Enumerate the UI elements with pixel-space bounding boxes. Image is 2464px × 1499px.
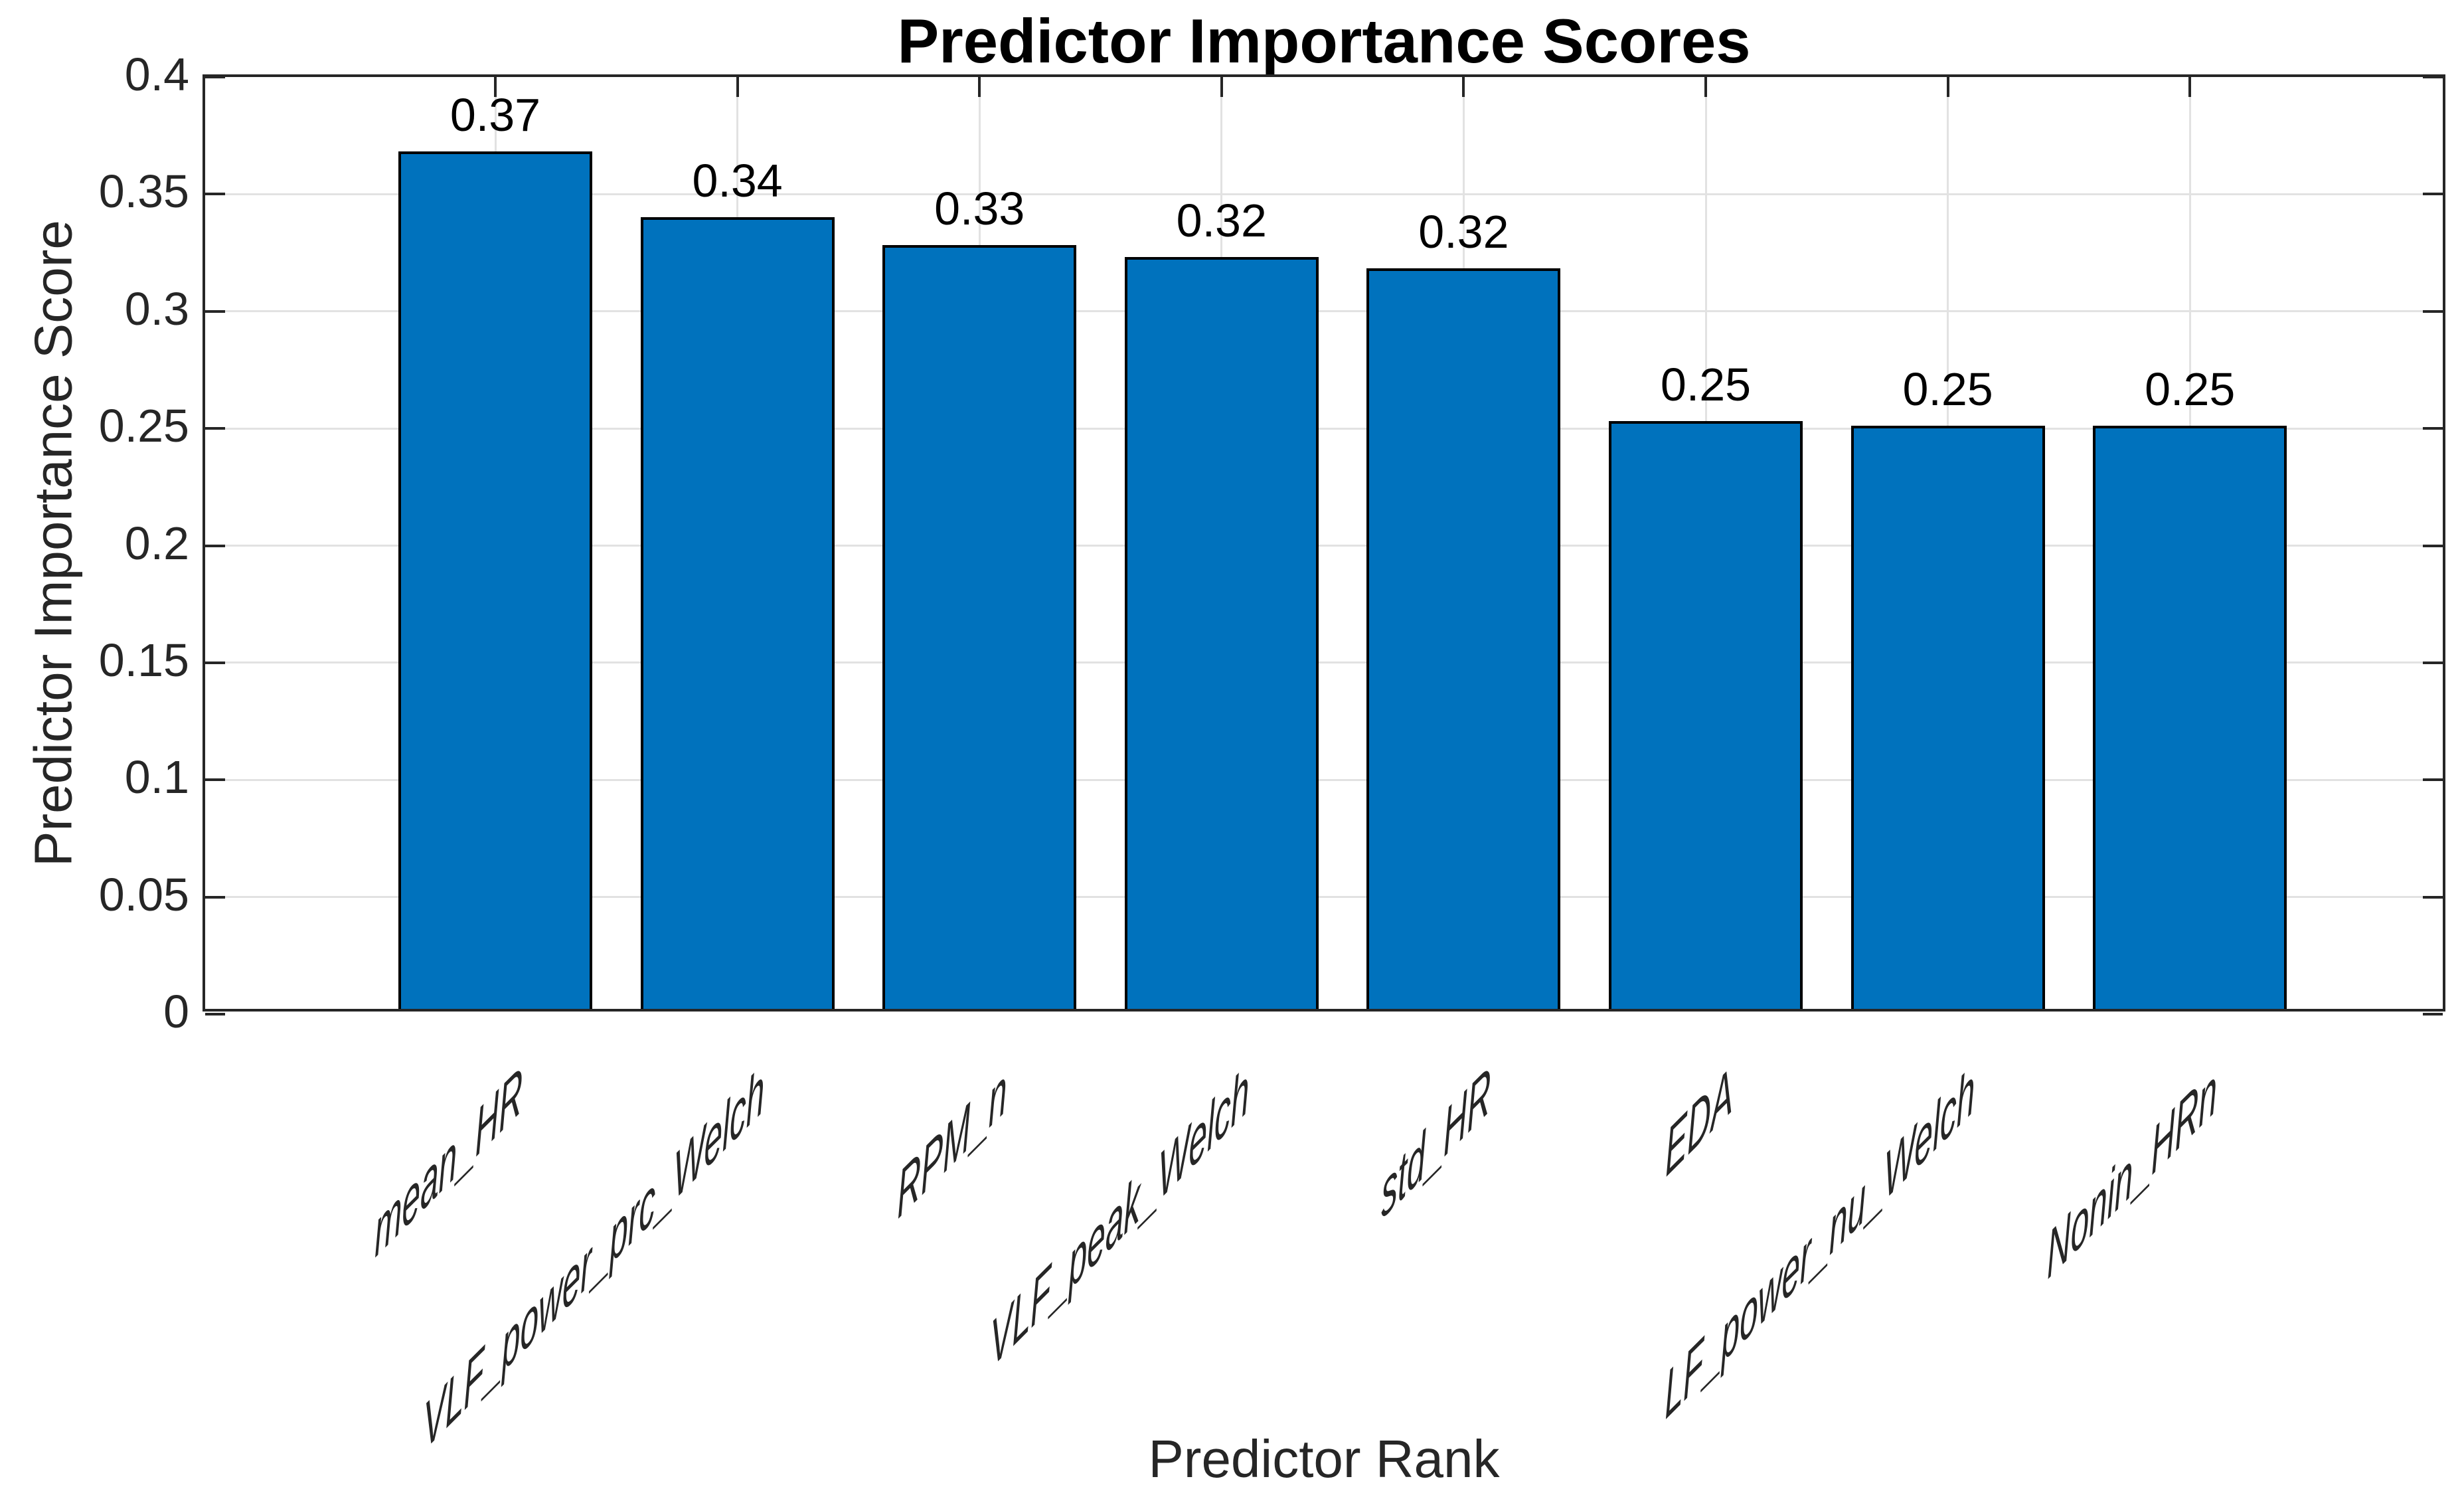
- bar-value-label: 0.25: [1902, 363, 1993, 415]
- x-tick-label: VLF_peak_Welch: [990, 1051, 1249, 1383]
- x-tick-label: mean_HR: [374, 1051, 523, 1273]
- x-axis-label: Predictor Rank: [1148, 1429, 1500, 1488]
- gridline-horizontal: [205, 896, 2443, 899]
- y-tick-mark-right: [2423, 661, 2443, 664]
- y-tick-label: 0: [163, 986, 189, 1037]
- bar-value-label: 0.33: [934, 183, 1025, 235]
- x-tick-mark-top: [1462, 77, 1465, 97]
- y-tick-mark-left: [205, 427, 225, 430]
- y-tick-mark-right: [2423, 1013, 2443, 1015]
- y-tick-mark-left: [205, 193, 225, 196]
- x-tick-mark-top: [1220, 77, 1223, 97]
- x-tick-mark-top: [1704, 77, 1707, 97]
- x-tick-mark-top: [1946, 77, 1949, 97]
- x-tick-label: std_HR: [1381, 1051, 1491, 1234]
- bar: [398, 151, 592, 1009]
- y-tick-mark-right: [2423, 778, 2443, 782]
- y-tick-mark-right: [2423, 895, 2443, 899]
- y-tick-mark-right: [2423, 76, 2443, 78]
- y-tick-mark-right: [2423, 193, 2443, 196]
- x-tick-mark-top: [2188, 77, 2192, 97]
- y-tick-label: 0.05: [98, 868, 189, 921]
- y-tick-label: 0.1: [124, 751, 189, 804]
- y-tick-mark-right: [2423, 427, 2443, 430]
- bar-value-label: 0.34: [692, 154, 783, 207]
- bar: [882, 245, 1077, 1009]
- gridline-horizontal: [205, 427, 2443, 430]
- y-tick-mark-left: [205, 778, 225, 782]
- gridline-horizontal: [205, 193, 2443, 195]
- bar: [1609, 420, 1803, 1009]
- gridline-horizontal: [205, 545, 2443, 547]
- y-tick-mark-left: [205, 1013, 225, 1015]
- y-tick-mark-right: [2423, 544, 2443, 547]
- bar: [2093, 425, 2287, 1009]
- plot-area: 0.37 0.34 0.33 0.32 0.32 0.25 0.25 0.25: [203, 74, 2445, 1015]
- y-tick-mark-left: [205, 544, 225, 547]
- y-tick-label: 0.3: [124, 282, 189, 335]
- bar: [1366, 268, 1561, 1009]
- y-tick-label: 0.2: [124, 517, 189, 569]
- gridline-horizontal: [205, 778, 2443, 781]
- gridline-horizontal: [205, 661, 2443, 664]
- x-tick-mark-top: [494, 77, 497, 97]
- x-tick-mark-top: [736, 77, 739, 97]
- x-tick-label: Nonin_HRn: [2047, 1051, 2218, 1294]
- y-tick-mark-left: [205, 661, 225, 664]
- bar-value-label: 0.32: [1176, 194, 1267, 246]
- bar: [1850, 425, 2045, 1009]
- y-tick-mark-left: [205, 309, 225, 313]
- bar-value-label: 0.32: [1418, 206, 1509, 258]
- x-tick-label: EDA: [1665, 1051, 1733, 1192]
- bar: [640, 217, 835, 1009]
- y-tick-label: 0.35: [98, 165, 189, 218]
- y-tick-label: 0.4: [124, 48, 189, 100]
- y-tick-mark-left: [205, 895, 225, 899]
- bar-value-label: 0.37: [450, 88, 541, 141]
- y-tick-mark-left: [205, 76, 225, 78]
- bar-value-label: 0.25: [1660, 358, 1752, 410]
- y-tick-mark-right: [2423, 309, 2443, 313]
- chart-title: Predictor Importance Scores: [897, 6, 1751, 76]
- bar: [1124, 256, 1319, 1009]
- gridline-horizontal: [205, 310, 2443, 313]
- bar-value-label: 0.25: [2145, 363, 2236, 415]
- y-tick-label: 0.25: [98, 400, 189, 452]
- x-tick-label: RPM_n: [897, 1051, 1007, 1234]
- y-tick-label: 0.15: [98, 634, 189, 686]
- x-tick-mark-top: [978, 77, 981, 97]
